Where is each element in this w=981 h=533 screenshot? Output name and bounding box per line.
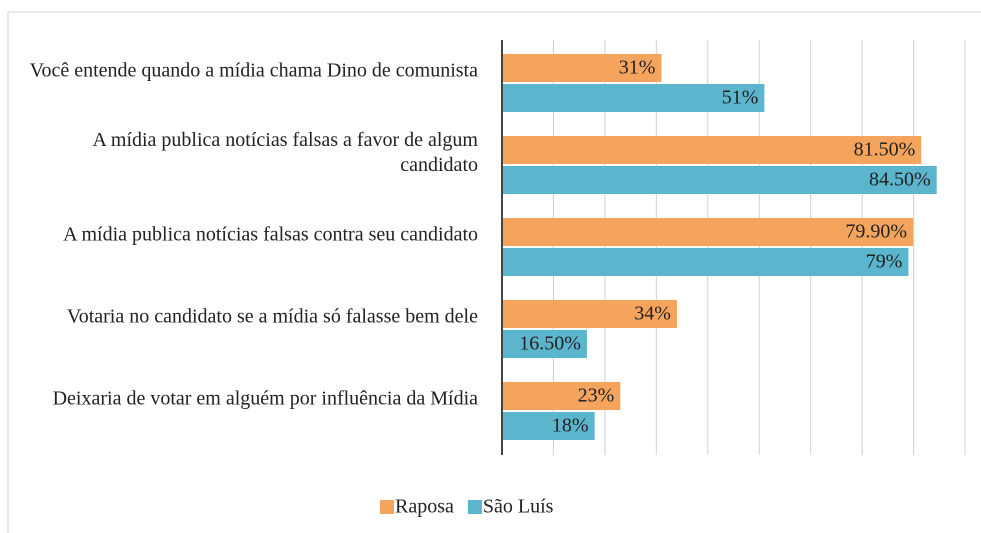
value-label: 31% bbox=[619, 57, 656, 79]
category-label: A mídia publica notícias falsas contra s… bbox=[63, 223, 478, 246]
bar bbox=[502, 84, 765, 112]
value-label: 23% bbox=[578, 385, 615, 407]
bar bbox=[502, 218, 914, 246]
legend-swatch bbox=[380, 500, 394, 514]
value-label: 79% bbox=[866, 251, 903, 273]
value-label: 51% bbox=[722, 87, 759, 109]
legend-label: Raposa bbox=[395, 496, 454, 518]
category-label: Deixaria de votar em alguém por influênc… bbox=[52, 387, 478, 410]
bar bbox=[502, 166, 937, 194]
bar bbox=[502, 412, 595, 440]
value-label: 84.50% bbox=[869, 169, 931, 191]
bar bbox=[502, 330, 587, 358]
category-label: Você entende quando a mídia chama Dino d… bbox=[29, 59, 478, 82]
bar bbox=[502, 382, 621, 410]
bar bbox=[502, 54, 662, 82]
value-label: 81.50% bbox=[854, 139, 916, 161]
bar bbox=[502, 136, 922, 164]
legend-swatch bbox=[467, 500, 482, 514]
category-label: Votaria no candidato se a mídia só falas… bbox=[66, 305, 478, 328]
legend-label: São Luís bbox=[483, 496, 554, 518]
value-label: 16.50% bbox=[519, 333, 581, 355]
bar bbox=[502, 248, 909, 276]
category-label: A mídia publica notícias falsas a favor … bbox=[92, 129, 478, 176]
value-label: 79.90% bbox=[845, 221, 907, 243]
bar bbox=[502, 300, 677, 328]
value-label: 34% bbox=[634, 303, 671, 325]
value-label: 18% bbox=[552, 415, 589, 437]
